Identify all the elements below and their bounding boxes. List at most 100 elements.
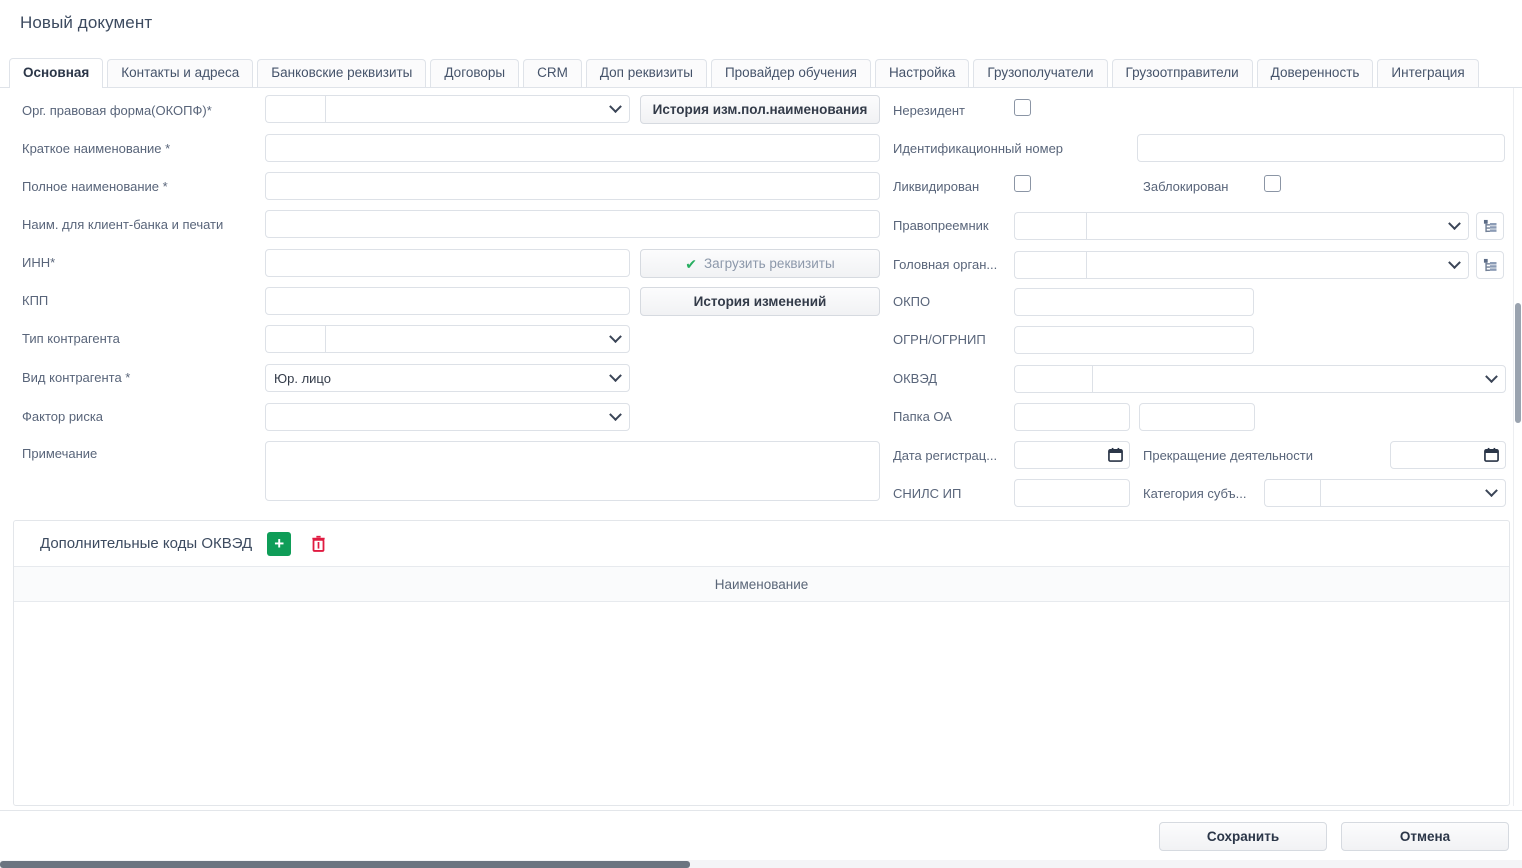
tab-doverennost[interactable]: Доверенность xyxy=(1256,59,1374,87)
okved-code-input[interactable] xyxy=(1014,365,1092,393)
load-requisites-button[interactable]: ✔ Загрузить реквизиты xyxy=(640,249,880,278)
field-okopf[interactable] xyxy=(265,95,630,123)
grid-toolbar: Дополнительные коды ОКВЭД + xyxy=(14,521,1509,566)
okved-dropdown[interactable] xyxy=(1092,365,1506,393)
label-okpo: ОКПО xyxy=(893,294,931,309)
load-requisites-label: Загрузить реквизиты xyxy=(704,256,835,271)
vertical-scrollbar[interactable] xyxy=(1513,88,1522,806)
okpo-input[interactable] xyxy=(1014,288,1254,316)
tab-bankovskie-rekvizity[interactable]: Банковские реквизиты xyxy=(257,59,427,87)
tab-crm[interactable]: CRM xyxy=(523,59,582,87)
tab-osnovnaya[interactable]: Основная xyxy=(9,58,104,88)
plus-icon[interactable]: + xyxy=(267,531,292,556)
label-parent-org: Головная орган... xyxy=(893,257,998,272)
liquidated-checkbox[interactable] xyxy=(1014,175,1031,192)
grid-column-header-naimenovanie: Наименование xyxy=(14,566,1509,602)
counterparty-kind-dropdown[interactable]: Юр. лицо xyxy=(265,364,630,392)
label-counterparty-type: Тип контрагента xyxy=(22,331,120,346)
label-subject-category: Категория субъ... xyxy=(1143,486,1247,501)
label-note: Примечание xyxy=(22,446,98,461)
name-change-history-button[interactable]: История изм.пол.наименования xyxy=(640,95,880,124)
page-title: Новый документ xyxy=(20,13,153,32)
cease-activity-date-field[interactable] xyxy=(1390,441,1506,469)
label-okved: ОКВЭД xyxy=(893,371,938,386)
reg-date-input[interactable] xyxy=(1014,441,1130,469)
field-counterparty-type[interactable] xyxy=(265,325,630,353)
cease-activity-input[interactable] xyxy=(1390,441,1506,469)
label-folder-oa: Папка ОА xyxy=(893,409,952,424)
horizontal-scrollbar[interactable] xyxy=(0,860,1522,868)
snils-ip-input[interactable] xyxy=(1014,479,1130,507)
check-icon: ✔ xyxy=(685,255,698,272)
folder-oa-input-1[interactable] xyxy=(1014,403,1130,431)
tab-gruzootpraviteli[interactable]: Грузоотправители xyxy=(1111,59,1253,87)
tab-dop-rekvizity[interactable]: Доп реквизиты xyxy=(585,59,707,87)
tree-icon xyxy=(1483,258,1496,271)
label-nonresident: Нерезидент xyxy=(893,103,965,118)
label-full-name: Полное наименование * xyxy=(22,179,168,194)
label-ident-number: Идентификационный номер xyxy=(893,141,1064,156)
label-inn: ИНН* xyxy=(22,255,56,270)
change-history-button[interactable]: История изменений xyxy=(640,287,880,316)
chevron-down-icon xyxy=(609,369,622,383)
ogrn-input[interactable] xyxy=(1014,326,1254,354)
bank-print-name-input[interactable] xyxy=(265,210,880,238)
counterparty-type-code-input[interactable] xyxy=(265,325,325,353)
label-successor: Правопреемник xyxy=(893,218,989,233)
vertical-scrollbar-thumb[interactable] xyxy=(1515,303,1521,423)
chevron-down-icon xyxy=(609,100,622,114)
successor-dropdown[interactable] xyxy=(1086,212,1469,240)
field-parent-org[interactable] xyxy=(1014,251,1469,279)
tab-dogovory[interactable]: Договоры xyxy=(430,59,520,87)
dialog-footer: Сохранить Отмена xyxy=(0,810,1522,860)
kpp-input[interactable] xyxy=(265,287,630,315)
full-name-input[interactable] xyxy=(265,172,880,200)
okopf-dropdown[interactable] xyxy=(325,95,630,123)
nonresident-checkbox[interactable] xyxy=(1014,99,1031,116)
trash-icon[interactable] xyxy=(306,532,330,556)
inn-input[interactable] xyxy=(265,249,630,277)
tab-provayder-obucheniya[interactable]: Провайдер обучения xyxy=(710,59,871,87)
short-name-input[interactable] xyxy=(265,134,880,162)
field-okved[interactable] xyxy=(1014,365,1506,393)
counterparty-kind-value: Юр. лицо xyxy=(274,370,331,386)
blocked-checkbox[interactable] xyxy=(1264,175,1281,192)
parent-org-code-input[interactable] xyxy=(1014,251,1086,279)
field-successor[interactable] xyxy=(1014,212,1469,240)
ident-number-input[interactable] xyxy=(1137,134,1505,162)
label-liquidated: Ликвидирован xyxy=(893,179,980,194)
label-kpp: КПП xyxy=(22,293,49,308)
save-button[interactable]: Сохранить xyxy=(1159,822,1327,851)
parent-org-tree-picker-button[interactable] xyxy=(1476,251,1504,279)
okopf-code-input[interactable] xyxy=(265,95,325,123)
tree-icon xyxy=(1483,219,1496,232)
chevron-down-icon xyxy=(1448,217,1461,231)
note-textarea[interactable] xyxy=(265,441,880,501)
parent-org-dropdown[interactable] xyxy=(1086,251,1469,279)
tab-strip: Основная Контакты и адреса Банковские ре… xyxy=(0,58,1522,88)
tab-nastroyka[interactable]: Настройка xyxy=(874,59,970,87)
chevron-down-icon xyxy=(609,408,622,422)
cancel-button[interactable]: Отмена xyxy=(1341,822,1509,851)
subject-category-code-input[interactable] xyxy=(1264,479,1320,507)
field-subject-category[interactable] xyxy=(1264,479,1506,507)
label-okopf: Орг. правовая форма(ОКОПФ)* xyxy=(22,103,212,118)
tab-kontakty-i-adresa[interactable]: Контакты и адреса xyxy=(107,59,254,87)
label-bank-print-name: Наим. для клиент-банка и печати xyxy=(22,217,224,232)
tab-gruzopoluchateli[interactable]: Грузополучатели xyxy=(973,59,1108,87)
reg-date-field[interactable] xyxy=(1014,441,1130,469)
label-cease-activity: Прекращение деятельности xyxy=(1143,448,1313,463)
successor-code-input[interactable] xyxy=(1014,212,1086,240)
chevron-down-icon xyxy=(1485,370,1498,384)
grid-title: Дополнительные коды ОКВЭД xyxy=(40,535,253,552)
successor-tree-picker-button[interactable] xyxy=(1476,212,1504,240)
counterparty-type-dropdown[interactable] xyxy=(325,325,630,353)
folder-oa-input-2[interactable] xyxy=(1139,403,1255,431)
tab-integraciya[interactable]: Интеграция xyxy=(1377,59,1479,87)
risk-factor-dropdown[interactable] xyxy=(265,403,630,431)
label-counterparty-kind: Вид контрагента * xyxy=(22,370,131,385)
form-body: Орг. правовая форма(ОКОПФ)* Краткое наим… xyxy=(0,88,1522,518)
horizontal-scrollbar-thumb[interactable] xyxy=(0,861,690,868)
subject-category-dropdown[interactable] xyxy=(1320,479,1506,507)
